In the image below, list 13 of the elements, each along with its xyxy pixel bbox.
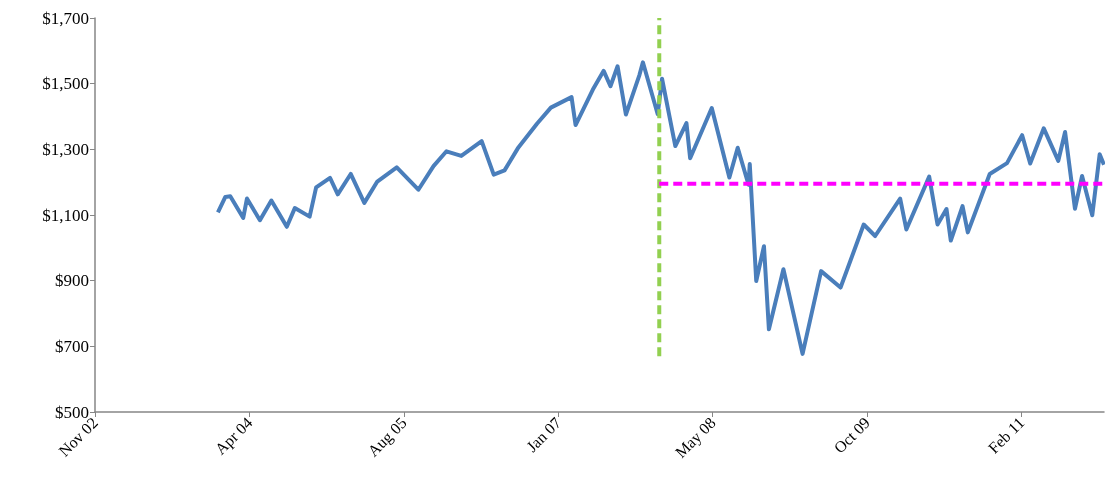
x-tick-label: Aug 05	[364, 413, 411, 461]
y-tick-label: $1,300	[42, 139, 89, 159]
y-tick-label: $700	[55, 336, 89, 356]
y-tick-label: $900	[55, 271, 89, 291]
x-tick-label: May 08	[671, 413, 720, 462]
x-tick-label: Apr 04	[211, 413, 257, 459]
y-tick-label: $1,500	[42, 74, 89, 94]
x-tick-label: Feb 11	[984, 413, 1028, 457]
x-tick-label: Jan 07	[523, 413, 565, 456]
y-tick-label: $1,700	[42, 8, 89, 28]
line-series	[215, 60, 1105, 356]
y-tick-label: $1,100	[42, 205, 89, 225]
x-tick-label: Oct 09	[830, 413, 874, 457]
